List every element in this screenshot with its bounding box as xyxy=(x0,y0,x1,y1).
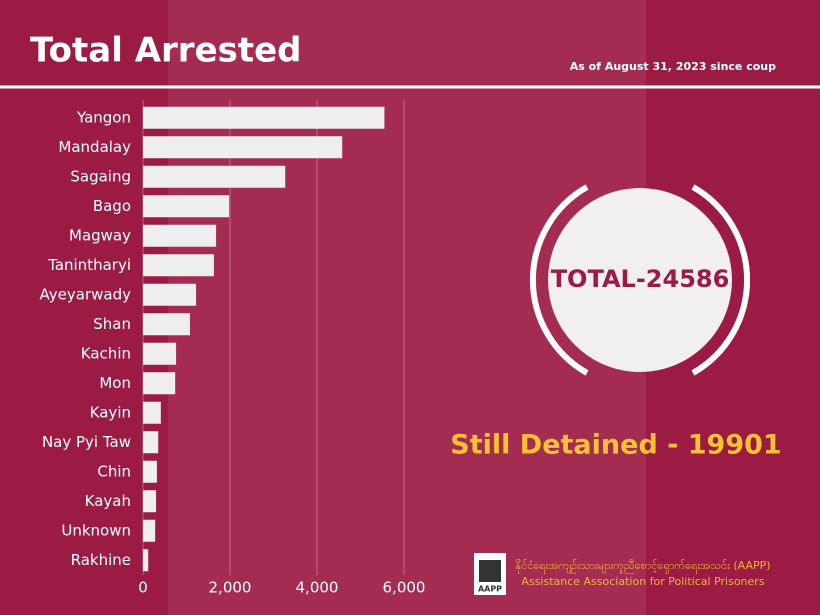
total-label: TOTAL-24586 xyxy=(551,265,730,293)
y-tick-label: Shan xyxy=(93,315,131,333)
y-tick-label: Mon xyxy=(99,374,131,392)
badge-circle xyxy=(548,188,732,372)
x-tick-label: 0 xyxy=(138,579,148,597)
y-tick-label: Rakhine xyxy=(71,551,131,569)
bar xyxy=(143,283,197,306)
footer-english: Assistance Association for Political Pri… xyxy=(521,575,764,588)
y-tick-label: Chin xyxy=(97,462,131,480)
bar xyxy=(143,165,286,188)
bar xyxy=(143,313,190,336)
y-tick-label: Sagaing xyxy=(70,167,131,185)
y-tick-label: Kachin xyxy=(81,344,131,362)
y-tick-label: Unknown xyxy=(61,521,131,539)
y-tick-label: Ayeyarwady xyxy=(40,285,132,303)
bar xyxy=(143,136,343,159)
y-tick-label: Kayin xyxy=(90,403,131,421)
bar xyxy=(143,106,385,129)
chart-title: Total Arrested xyxy=(30,31,302,71)
footer-burmese: နိုင်ငံရေးအကျဉ်းသားများကူညီစောင့်ရှောက်ရ… xyxy=(515,559,770,574)
bar xyxy=(143,490,157,513)
bar xyxy=(143,195,230,218)
bar xyxy=(143,549,149,572)
x-tick-label: 2,000 xyxy=(209,579,252,597)
x-tick-label: 6,000 xyxy=(383,579,426,597)
logo-icon xyxy=(479,560,501,582)
bar xyxy=(143,224,217,247)
bar xyxy=(143,460,157,483)
x-tick-label: 4,000 xyxy=(296,579,339,597)
badge-arc xyxy=(691,184,751,376)
y-tick-label: Kayah xyxy=(85,492,131,510)
logo: AAPP xyxy=(474,553,506,595)
y-tick-label: Nay Pyi Taw xyxy=(42,433,131,451)
bar xyxy=(143,431,159,454)
bar xyxy=(143,254,214,277)
bar xyxy=(143,342,177,365)
y-tick-label: Magway xyxy=(69,226,131,244)
y-tick-label: Mandalay xyxy=(58,138,131,156)
total-badge: TOTAL-24586 xyxy=(529,184,751,376)
bar xyxy=(143,401,161,424)
badge-arc xyxy=(529,184,589,376)
bar xyxy=(143,372,176,395)
y-tick-label: Tanintharyi xyxy=(47,256,131,274)
y-tick-label: Bago xyxy=(93,197,131,215)
bar xyxy=(143,519,156,542)
still-detained: Still Detained - 19901 xyxy=(450,430,781,461)
subtitle: As of August 31, 2023 since coup xyxy=(570,60,776,73)
y-tick-label: Yangon xyxy=(76,108,131,126)
logo-text: AAPP xyxy=(478,585,502,594)
